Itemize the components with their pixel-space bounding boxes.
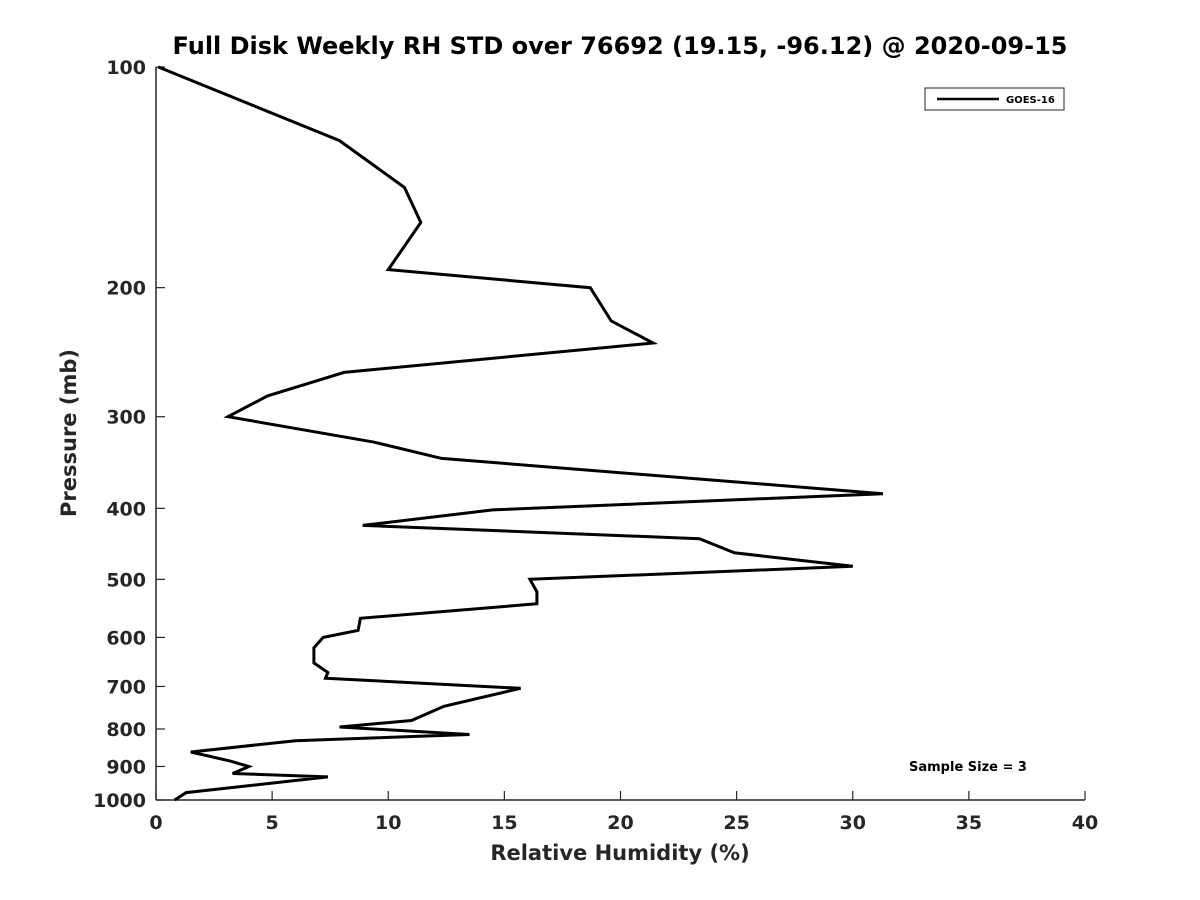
x-axis-label: Relative Humidity (%) bbox=[490, 841, 749, 865]
x-tick-label: 0 bbox=[149, 812, 162, 834]
x-tick-label: 5 bbox=[266, 812, 279, 834]
y-tick-label: 700 bbox=[106, 676, 146, 698]
legend-entry-goes-16: GOES-16 bbox=[1006, 95, 1055, 106]
chart-title: Full Disk Weekly RH STD over 76692 (19.1… bbox=[173, 32, 1068, 60]
sample-size-annotation: Sample Size = 3 bbox=[909, 760, 1027, 775]
y-tick-label: 300 bbox=[106, 407, 146, 429]
x-tick-label: 15 bbox=[491, 812, 517, 834]
y-tick-label: 200 bbox=[106, 278, 146, 300]
x-tick-label: 40 bbox=[1072, 812, 1098, 834]
y-ticks: 100 200 300 400 500 600 700 800 900 1000 bbox=[93, 57, 165, 812]
y-tick-label: 600 bbox=[106, 627, 146, 649]
x-ticks: 0 5 10 15 20 25 30 35 40 bbox=[149, 791, 1098, 834]
x-tick-label: 20 bbox=[607, 812, 633, 834]
x-tick-label: 35 bbox=[956, 812, 982, 834]
x-tick-label: 10 bbox=[375, 812, 401, 834]
y-tick-label: 1000 bbox=[93, 790, 146, 812]
legend: GOES-16 bbox=[924, 87, 1065, 111]
x-tick-label: 30 bbox=[840, 812, 866, 834]
series-line-goes-16 bbox=[157, 65, 884, 802]
series-group bbox=[157, 65, 884, 802]
y-tick-label: 100 bbox=[106, 57, 146, 79]
x-tick-label: 25 bbox=[723, 812, 749, 834]
y-axis-label-group: Pressure (mb) bbox=[57, 349, 81, 517]
y-tick-label: 400 bbox=[106, 498, 146, 520]
y-tick-label: 900 bbox=[106, 756, 146, 778]
y-axis-label: Pressure (mb) bbox=[57, 349, 81, 517]
y-tick-label: 500 bbox=[106, 569, 146, 591]
axes bbox=[155, 67, 1085, 801]
y-tick-label: 800 bbox=[106, 719, 146, 741]
